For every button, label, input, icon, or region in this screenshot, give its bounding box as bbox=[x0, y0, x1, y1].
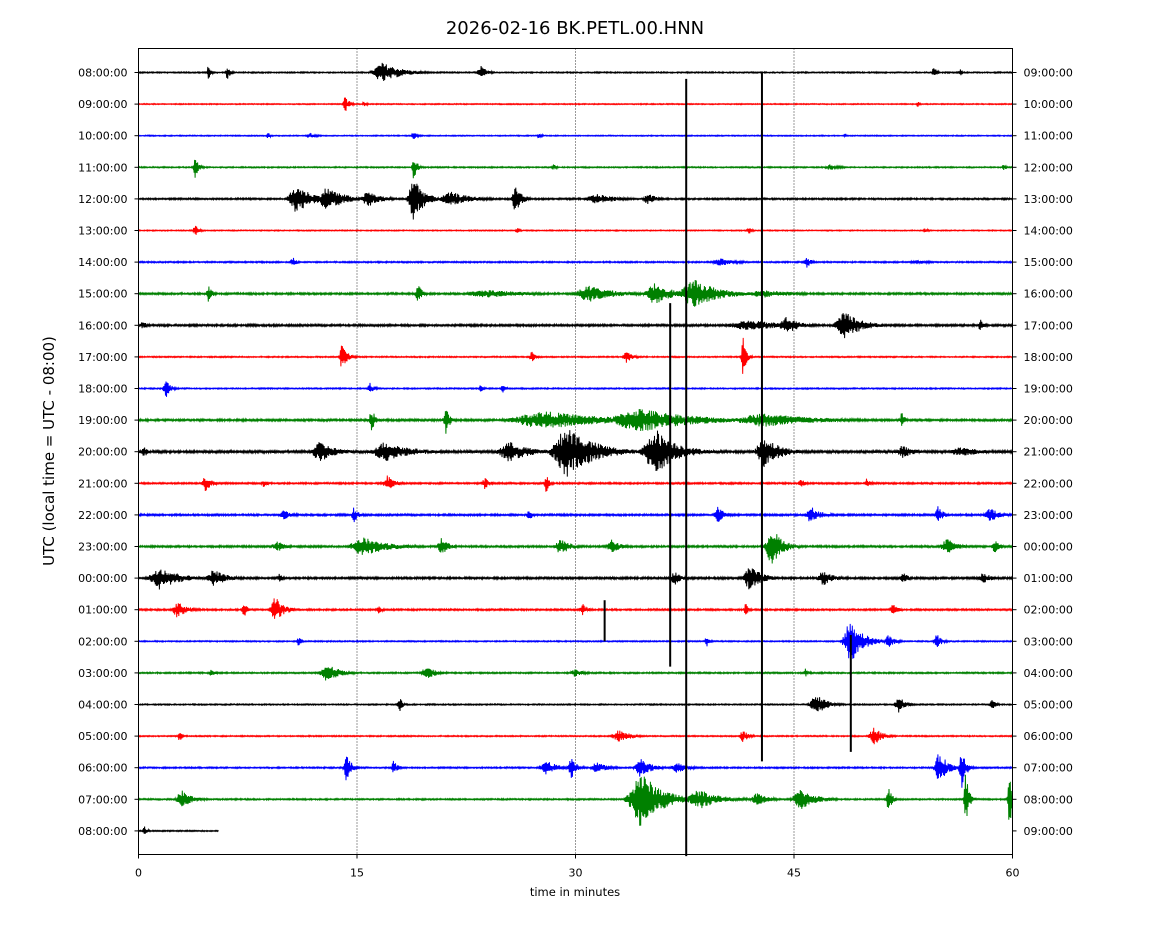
y-tick-label-left: 10:00:00 bbox=[78, 130, 127, 143]
y-tick-label-right: 19:00:00 bbox=[1024, 383, 1073, 396]
y-tick-label-left: 15:00:00 bbox=[78, 288, 127, 301]
y-tick-label-right: 16:00:00 bbox=[1024, 288, 1073, 301]
y-tick-label-left: 07:00:00 bbox=[78, 793, 127, 806]
y-tick-label-right: 06:00:00 bbox=[1024, 730, 1073, 743]
y-tick-label-left: 08:00:00 bbox=[78, 67, 127, 80]
trace-row bbox=[138, 430, 1013, 477]
y-tick-label-right: 09:00:00 bbox=[1024, 67, 1073, 80]
y-tick-label-left: 12:00:00 bbox=[78, 193, 127, 206]
y-tick-label-left: 11:00:00 bbox=[78, 161, 127, 174]
y-tick-label-left: 04:00:00 bbox=[78, 699, 127, 712]
trace-row bbox=[138, 279, 1013, 307]
y-tick-labels-utc: 08:00:00 09:00:00 10:00:00 11:00:00 12:00:00… bbox=[78, 67, 139, 838]
y-tick-labels-local: 09:00:00 10:00:00 11:00:00 12:00:00 13:00:00… bbox=[1012, 67, 1073, 838]
y-tick-label-left: 09:00:00 bbox=[78, 98, 127, 111]
trace-row bbox=[138, 183, 1013, 220]
y-tick-label-left: 23:00:00 bbox=[78, 541, 127, 554]
x-tick-label: 15 bbox=[350, 867, 364, 880]
y-tick-label-left: 05:00:00 bbox=[78, 730, 127, 743]
trace-row bbox=[138, 225, 1013, 235]
trace-row bbox=[138, 774, 1013, 826]
trace-row bbox=[138, 381, 1013, 397]
x-axis-label: time in minutes bbox=[530, 885, 620, 899]
y-tick-label-left: 02:00:00 bbox=[78, 635, 127, 648]
trace-layer bbox=[138, 62, 1013, 857]
y-tick-label-left: 03:00:00 bbox=[78, 667, 127, 680]
y-tick-label-left: 00:00:00 bbox=[78, 572, 127, 585]
trace-row bbox=[138, 666, 1013, 681]
y-tick-label-left: 20:00:00 bbox=[78, 446, 127, 459]
y-tick-label-left: 14:00:00 bbox=[78, 256, 127, 269]
y-tick-label-left: 16:00:00 bbox=[78, 319, 127, 332]
trace-row bbox=[138, 62, 1013, 82]
trace-row bbox=[138, 506, 1013, 523]
y-tick-label-right: 23:00:00 bbox=[1024, 509, 1073, 522]
x-tick-label: 60 bbox=[1006, 867, 1020, 880]
trace-row bbox=[138, 598, 1013, 619]
y-axis-label: UTC (local time = UTC - 08:00) bbox=[40, 336, 58, 566]
y-tick-label-left: 01:00:00 bbox=[78, 604, 127, 617]
trace-row bbox=[138, 727, 1013, 745]
trace-row bbox=[138, 337, 1013, 374]
y-tick-label-right: 00:00:00 bbox=[1024, 541, 1073, 554]
y-tick-label-right: 01:00:00 bbox=[1024, 572, 1073, 585]
y-tick-label-right: 03:00:00 bbox=[1024, 635, 1073, 648]
y-tick-label-right: 15:00:00 bbox=[1024, 256, 1073, 269]
trace-row bbox=[138, 534, 1013, 564]
x-axis-ticks: 0 15 30 45 60 bbox=[135, 854, 1020, 880]
y-tick-label-right: 10:00:00 bbox=[1024, 98, 1073, 111]
trace-row bbox=[138, 132, 1013, 139]
y-tick-label-left: 06:00:00 bbox=[78, 762, 127, 775]
trace-row bbox=[138, 754, 1013, 788]
trace-row bbox=[138, 568, 1013, 590]
trace-row bbox=[138, 623, 1013, 659]
y-tick-label-right: 17:00:00 bbox=[1024, 319, 1073, 332]
y-tick-label-right: 09:00:00 bbox=[1024, 825, 1073, 838]
y-tick-label-right: 21:00:00 bbox=[1024, 446, 1073, 459]
trace-row bbox=[138, 257, 1013, 268]
y-tick-label-right: 07:00:00 bbox=[1024, 762, 1073, 775]
trace-row bbox=[138, 409, 1013, 434]
x-tick-label: 45 bbox=[787, 867, 801, 880]
y-tick-label-left: 19:00:00 bbox=[78, 414, 127, 427]
y-tick-label-right: 04:00:00 bbox=[1024, 667, 1073, 680]
y-tick-label-left: 22:00:00 bbox=[78, 509, 127, 522]
plot-frame bbox=[138, 48, 1013, 855]
y-tick-label-right: 18:00:00 bbox=[1024, 351, 1073, 364]
y-tick-label-right: 08:00:00 bbox=[1024, 793, 1073, 806]
y-tick-label-left: 08:00:00 bbox=[78, 825, 127, 838]
y-tick-label-right: 14:00:00 bbox=[1024, 225, 1073, 238]
x-tick-label: 0 bbox=[135, 867, 142, 880]
y-tick-label-left: 13:00:00 bbox=[78, 225, 127, 238]
trace-row bbox=[138, 313, 1013, 339]
x-tick-label: 30 bbox=[569, 867, 583, 880]
y-tick-label-right: 11:00:00 bbox=[1024, 130, 1073, 143]
chart-title: 2026-02-16 BK.PETL.00.HNN bbox=[446, 18, 704, 39]
trace-row bbox=[138, 826, 219, 835]
y-tick-label-right: 13:00:00 bbox=[1024, 193, 1073, 206]
trace-row bbox=[138, 697, 1013, 713]
trace-row bbox=[138, 159, 1013, 179]
trace-row bbox=[138, 97, 1013, 111]
y-tick-label-left: 18:00:00 bbox=[78, 383, 127, 396]
trace-row bbox=[138, 475, 1013, 492]
y-tick-label-left: 21:00:00 bbox=[78, 477, 127, 490]
y-tick-label-right: 05:00:00 bbox=[1024, 699, 1073, 712]
y-tick-label-right: 20:00:00 bbox=[1024, 414, 1073, 427]
y-tick-label-left: 17:00:00 bbox=[78, 351, 127, 364]
y-tick-label-right: 02:00:00 bbox=[1024, 604, 1073, 617]
y-tick-label-right: 22:00:00 bbox=[1024, 477, 1073, 490]
y-tick-label-right: 12:00:00 bbox=[1024, 161, 1073, 174]
